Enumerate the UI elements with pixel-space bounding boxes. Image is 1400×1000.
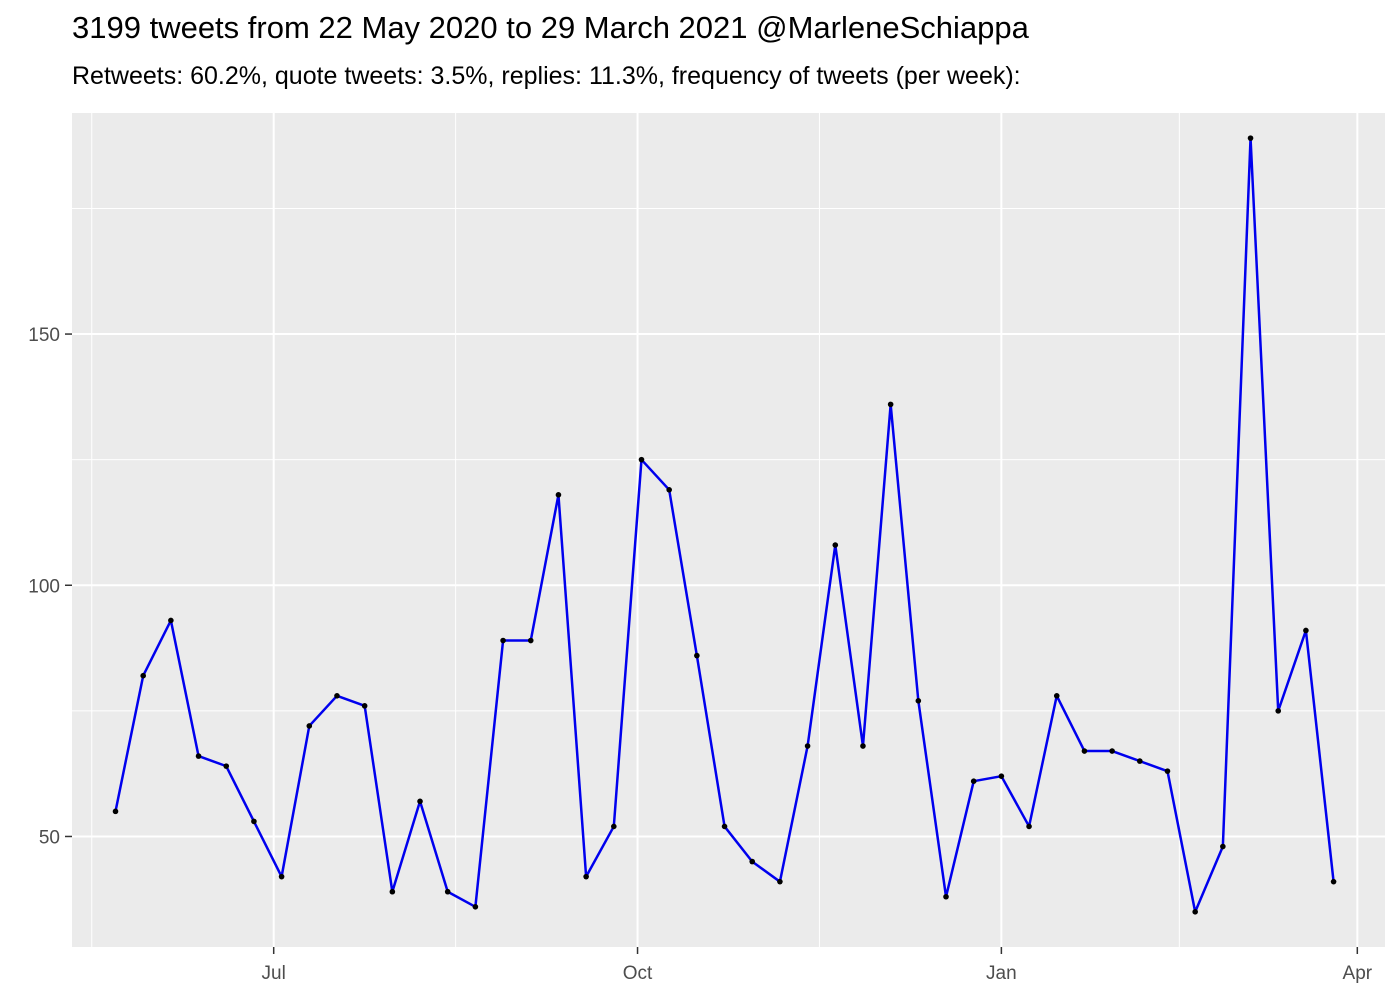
data-point (611, 823, 617, 830)
data-point (777, 878, 783, 885)
y-tick-label: 50 (39, 827, 60, 848)
data-point (251, 818, 257, 825)
data-point (638, 456, 645, 463)
data-point (555, 492, 562, 498)
data-point (583, 873, 589, 880)
data-point (1109, 748, 1115, 754)
minor-gridlines (72, 113, 1385, 947)
y-tick-label: 150 (28, 325, 60, 346)
data-point (112, 808, 119, 815)
data-point (721, 823, 728, 830)
data-point (278, 873, 285, 880)
data-point (444, 888, 451, 895)
axis-layer: Jul Oct Jan Apr 50 100 150 (28, 325, 1372, 984)
data-point (666, 487, 672, 493)
data-point (694, 652, 700, 659)
data-point (943, 893, 949, 900)
x-tick-label: Jul (262, 963, 286, 984)
chart-title: 3199 tweets from 22 May 2020 to 29 March… (72, 10, 1029, 45)
data-point (1330, 878, 1337, 885)
chart-subtitle: Retweets: 60.2%, quote tweets: 3.5%, rep… (72, 62, 1021, 90)
data-point (1275, 708, 1282, 714)
data-point (887, 401, 894, 408)
data-point (1192, 909, 1198, 915)
plot-panel (72, 113, 1385, 947)
x-tick-label: Apr (1343, 963, 1373, 984)
data-point (1220, 843, 1226, 850)
data-point (1164, 768, 1171, 774)
data-point (389, 888, 396, 895)
data-point (1053, 692, 1060, 699)
x-tick-label: Oct (623, 963, 653, 984)
data-point (860, 743, 866, 749)
data-point (140, 672, 146, 679)
data-point (361, 703, 368, 709)
data-point (1303, 627, 1309, 634)
data-point (223, 763, 230, 769)
series-layer (112, 135, 1337, 915)
data-point (1137, 758, 1143, 764)
data-point (749, 858, 756, 865)
data-point (195, 753, 202, 759)
data-point (500, 637, 506, 644)
data-point (998, 773, 1005, 779)
data-point (168, 617, 174, 624)
data-point (334, 692, 340, 699)
data-point (832, 542, 839, 548)
data-point (1247, 135, 1254, 141)
data-point (1026, 823, 1032, 830)
data-point (472, 904, 479, 910)
y-tick-label: 100 (28, 576, 60, 597)
data-point (527, 637, 534, 644)
x-tick-label: Jan (986, 963, 1017, 984)
data-point (804, 743, 811, 749)
data-point (306, 723, 313, 729)
data-point (970, 778, 977, 785)
data-point (1081, 748, 1088, 754)
major-gridlines (72, 113, 1385, 947)
data-point (417, 798, 423, 805)
data-point (915, 698, 922, 704)
